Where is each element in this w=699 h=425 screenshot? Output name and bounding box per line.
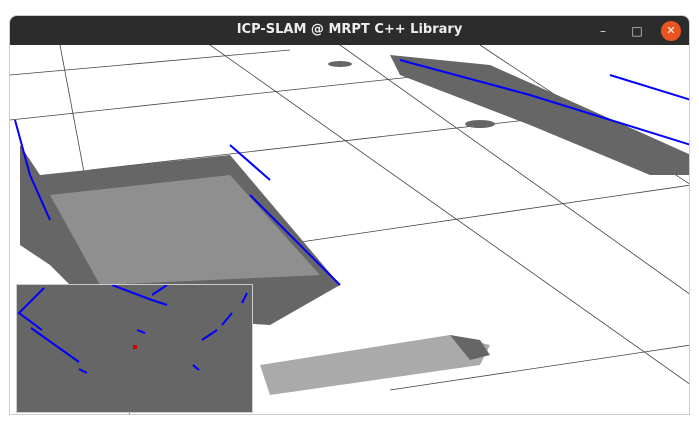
- minimize-icon[interactable]: –: [600, 24, 606, 38]
- laser-points: [14, 59, 689, 286]
- app-window: ICP-SLAM @ MRPT C++ Library – □ ✕: [9, 15, 690, 415]
- minimap-inset: [16, 284, 253, 413]
- title-bar[interactable]: ICP-SLAM @ MRPT C++ Library – □ ✕: [10, 16, 689, 45]
- maximize-icon[interactable]: □: [631, 24, 643, 38]
- window-title: ICP-SLAM @ MRPT C++ Library: [236, 22, 463, 37]
- occupancy-map-region: [390, 55, 689, 175]
- scan-region: [50, 175, 320, 285]
- occupancy-map-region: [450, 335, 490, 360]
- close-icon[interactable]: ✕: [661, 21, 681, 41]
- map-scene: [10, 44, 689, 414]
- minimap-scan: [17, 284, 248, 374]
- obstacle: [328, 61, 352, 67]
- 3d-viewport[interactable]: [10, 44, 689, 414]
- obstacle: [465, 120, 495, 128]
- scan-region: [260, 335, 490, 395]
- robot-marker: [133, 345, 137, 349]
